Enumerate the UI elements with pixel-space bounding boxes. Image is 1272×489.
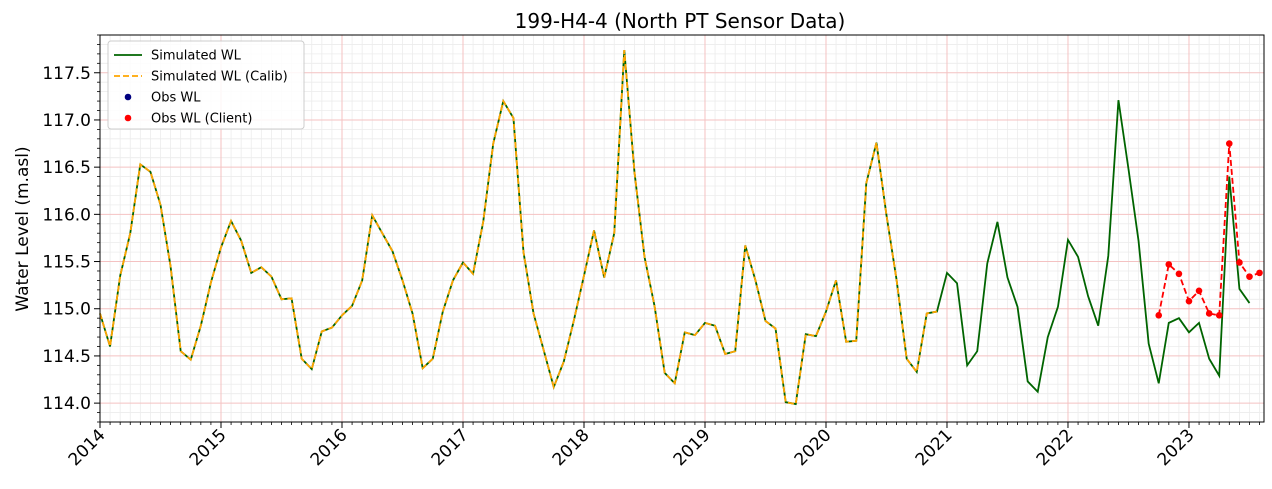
data-point-obs-wl-client [1185,297,1193,305]
legend-box [107,40,305,130]
data-point-obs-wl-client [1236,259,1243,266]
y-tick-label: 116.5 [42,158,91,178]
y-tick-label: 115.0 [42,300,91,320]
y-tick-label: 117.0 [42,111,91,131]
x-tick-label: 2021 [912,425,957,470]
x-axis: 2014 2015 2016 2017 2018 2019 2020 2021 2022 2023 [65,422,1260,470]
minor-gridlines [100,34,1264,423]
data-point-obs-wl-client [1155,312,1163,319]
plot-frame [99,34,1265,423]
series-layer [99,50,1263,406]
x-tick-label: 2020 [791,425,836,470]
data-point-obs-wl-client [1205,310,1213,317]
legend-swatch-obs-wl-client [124,114,132,122]
x-tick-label: 2015 [186,425,231,470]
y-tick-label: 114.0 [42,394,91,414]
data-point-obs-wl-client [1195,287,1203,295]
x-tick-label: 2016 [307,425,352,470]
x-tick-label: 2023 [1154,425,1199,470]
legend-label-obs-wl-client: Obs WL (Client) [151,112,252,127]
x-tick-label: 2018 [549,425,594,470]
x-tick-label: 2017 [428,425,473,470]
data-point-obs-wl-client [1225,140,1233,147]
y-tick-label: 114.5 [42,347,91,367]
y-tick-label: 116.0 [42,205,91,225]
series-line-obs-wl-client [1157,143,1260,317]
x-tick-label: 2022 [1033,425,1078,470]
legend: Simulated WL Simulated WL (Calib) Obs WL Ob… [107,40,305,130]
series-line-simulated-wl-calib [99,50,938,406]
data-point-obs-wl-client [1165,261,1173,268]
data-point-obs-wl-client [1246,273,1253,280]
data-point-obs-wl-client [1215,312,1223,319]
y-tick-label: 115.5 [42,253,91,273]
data-point-obs-wl-client [1175,270,1183,278]
y-axis: 114.0 114.5 115.0 115.5 116.0 116.5 117.0 117.5 [42,34,100,423]
data-point-obs-wl-client [1256,269,1263,277]
x-tick-label: 2019 [670,425,715,470]
y-tick-label: 117.5 [42,64,91,84]
x-tick-label: 2014 [65,425,110,470]
legend-swatch-obs-wl [124,93,132,101]
y-axis-label: Water Level (m.asl) [13,146,33,311]
legend-label-simulated-wl: Simulated WL [151,49,242,64]
chart-title: 199-H4-4 (North PT Sensor Data) [515,9,846,33]
legend-label-simulated-wl-calib: Simulated WL (Calib) [151,70,288,85]
legend-label-obs-wl: Obs WL [151,91,201,106]
